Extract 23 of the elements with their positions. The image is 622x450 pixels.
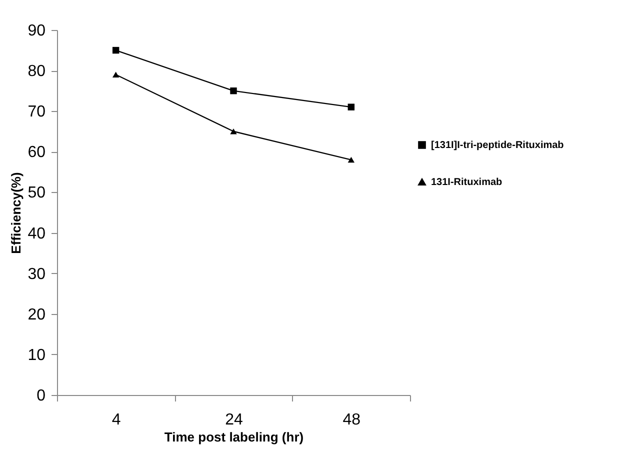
x-tick-label: 4 (112, 412, 121, 428)
point (230, 128, 237, 134)
y-tick-label: 0 (36, 388, 46, 404)
y-tick-label: 40 (28, 225, 46, 242)
x-tick-label: 48 (342, 412, 361, 428)
y-tick-label: 80 (28, 63, 46, 80)
point (112, 46, 120, 54)
y-tick-label: 60 (28, 144, 46, 162)
point (112, 72, 120, 78)
y-axis-title: Efficiency(%) (8, 172, 24, 254)
point (348, 104, 355, 110)
legend-label: [131I]I-tri-peptide-Rituximab (431, 140, 564, 151)
point (230, 87, 237, 94)
legend-label: 131I-Rituximab (431, 177, 502, 188)
y-tick-label: 20 (28, 306, 46, 324)
point (348, 156, 355, 163)
y-tick-label: 90 (28, 22, 46, 40)
y-tick-label: 30 (28, 266, 46, 283)
y-tick-label: 70 (28, 104, 46, 121)
y-tick-label: 10 (28, 346, 46, 364)
x-axis-title: Time post labeling (hr) (164, 430, 304, 444)
y-tick-label: 50 (28, 184, 46, 202)
x-tick-label: 24 (225, 412, 243, 428)
